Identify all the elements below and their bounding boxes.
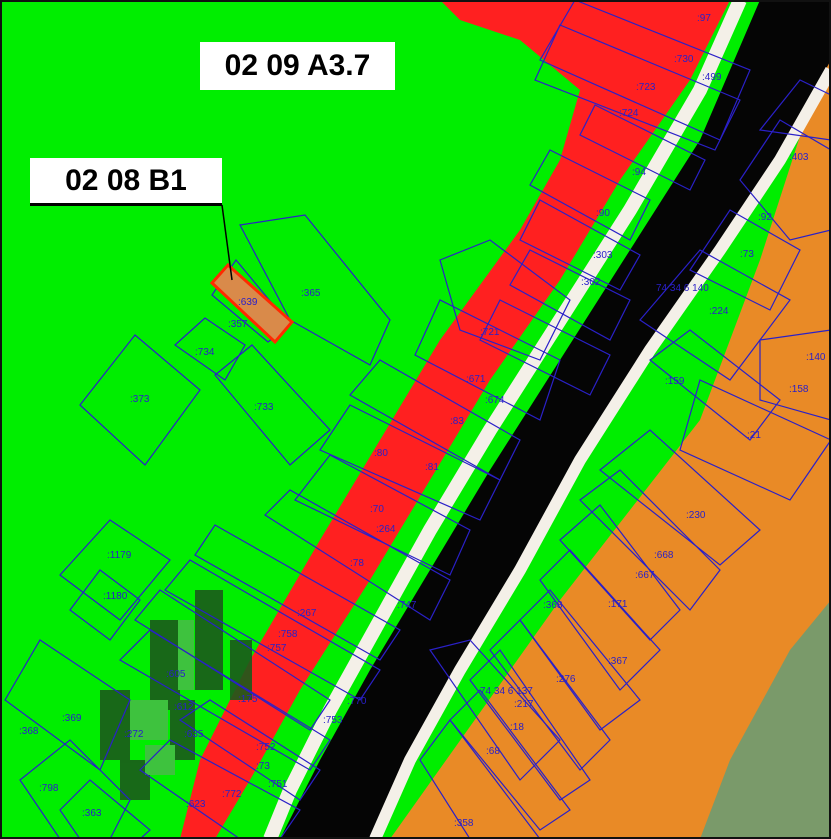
parcel-number: :1180: [103, 591, 128, 602]
parcel-number: :267: [297, 608, 317, 619]
parcel-number: :635: [184, 729, 204, 740]
parcel-number: :639: [238, 297, 258, 308]
zone-label-a37: 02 09 A3.7: [200, 42, 395, 90]
red-zone: [180, 0, 730, 839]
parcel-number: :373: [130, 394, 150, 405]
parcel-number: 74 34 6 137: [480, 686, 533, 697]
parcel-number: :80: [374, 448, 388, 459]
road-edge-right: [369, 67, 831, 839]
zone-label-b1: 02 08 B1: [30, 158, 222, 204]
parcel-number: :276: [556, 674, 576, 685]
parcel-number: :723: [636, 82, 656, 93]
parcel-number: :171: [608, 599, 628, 610]
parcel-number: :668: [654, 550, 674, 561]
parcel-number: :73: [256, 761, 270, 772]
parcel-number: :674: [485, 395, 505, 406]
parcel-number: :721: [480, 327, 500, 338]
parcel-number: :81: [425, 462, 439, 473]
dark-green-patches: [100, 590, 252, 800]
parcel-number: :83: [450, 416, 464, 427]
parcel-number: :757: [267, 643, 287, 654]
parcel-number: :499: [702, 72, 722, 83]
parcel-number: :302: [581, 277, 601, 288]
parcel-number: :733: [254, 402, 274, 413]
parcel-number: :158: [789, 384, 809, 395]
parcel-number: :671: [466, 374, 486, 385]
parcel-number: :368: [19, 726, 39, 737]
parcel-number: :734: [195, 347, 215, 358]
parcel-number: :94: [632, 167, 646, 178]
parcel-number: :175: [238, 694, 258, 705]
parcel-number: :92: [758, 212, 772, 223]
zone-label-b1-underline: [30, 203, 222, 206]
parcel-number: :612: [174, 702, 194, 713]
parcel-number: :363: [82, 808, 102, 819]
black-road: [280, 0, 831, 839]
parcel-number: :224: [709, 306, 729, 317]
parcel-number: :367: [608, 656, 628, 667]
parcel-number: :358: [454, 818, 474, 829]
parcel-number: :70: [370, 504, 384, 515]
parcel-number: :724: [619, 108, 639, 119]
parcel-number: :747: [397, 600, 417, 611]
parcel-number: :21: [747, 430, 761, 441]
parcel-number: :264: [376, 524, 396, 535]
parcel-number: :272: [124, 729, 144, 740]
parcel-number: :667: [635, 570, 655, 581]
parcel-number: :68: [486, 746, 500, 757]
parcel-number: :758: [278, 629, 298, 640]
label-leader-line: [221, 204, 233, 281]
orange-zone: [390, 40, 831, 839]
parcel-number: :73: [740, 249, 754, 260]
parcel-number: :751: [268, 779, 288, 790]
parcel-number: :97: [697, 13, 711, 24]
road-edge-left: [263, 0, 747, 839]
parcel-number: :303: [593, 250, 613, 261]
parcel-number: :159: [665, 376, 685, 387]
parcel-number: :730: [674, 54, 694, 65]
parcel-number: :217: [514, 699, 534, 710]
parcel-number: :798: [39, 783, 59, 794]
highlighted-parcel[interactable]: [209, 262, 295, 345]
parcel-number: :1179: [107, 550, 132, 561]
parcel-number: :369: [62, 713, 82, 724]
parcel-number: :403: [789, 152, 809, 163]
gray-green-zone: [700, 600, 831, 839]
parcel-number: :368: [543, 600, 563, 611]
parcel-number: :357: [228, 319, 248, 330]
parcel-number: 74 34 6 140: [656, 283, 709, 294]
parcel-number: :78: [350, 558, 364, 569]
parcel-number: :90: [596, 208, 610, 219]
parcel-number: :365: [301, 288, 321, 299]
parcel-outlines: [4, 0, 831, 839]
parcel-number-labels: :97 :730 :499 :723 :724 :94 :90 :303 :30…: [19, 13, 826, 829]
parcel-number: :753: [323, 715, 343, 726]
parcel-number: :752: [256, 742, 276, 753]
parcel-number: :772: [222, 789, 242, 800]
parcel-number: :18: [510, 722, 524, 733]
parcel-number: :605: [166, 669, 186, 680]
parcel-number: :230: [686, 510, 706, 521]
parcel-number: :623: [186, 799, 206, 810]
parcel-number: :770: [347, 696, 367, 707]
parcel-number: :140: [806, 352, 826, 363]
